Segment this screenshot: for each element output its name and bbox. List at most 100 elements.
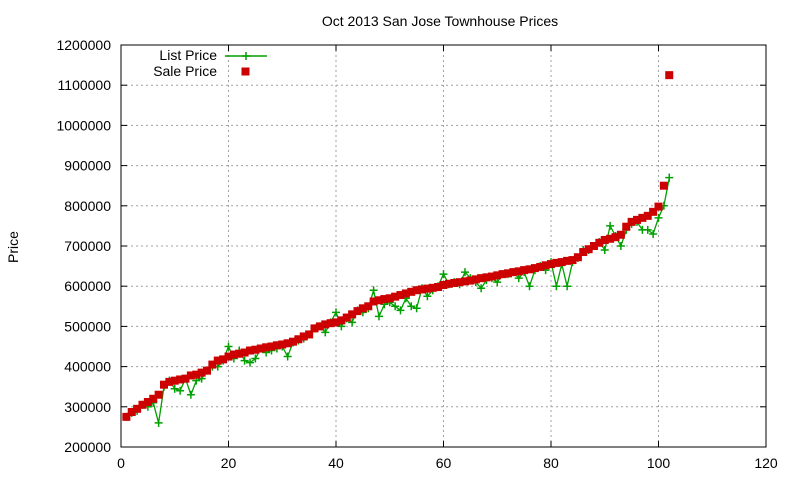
x-tick-label: 60 [436, 455, 452, 471]
sale-price-point [165, 377, 174, 386]
sale-price-point [649, 207, 658, 216]
sale-price-point [272, 341, 281, 350]
sale-price-point [568, 256, 577, 265]
sale-price-point [428, 283, 437, 292]
plot-frame [120, 44, 767, 448]
list-price-point [563, 282, 572, 291]
sale-price-point [364, 302, 373, 311]
legend: List Price Sale Price [153, 47, 267, 79]
list-price-point [552, 282, 561, 291]
list-price-point [477, 284, 486, 293]
sale-price-point [283, 339, 292, 348]
list-price-point [493, 278, 502, 287]
x-tick-label: 80 [543, 455, 559, 471]
legend-label-list-price: List Price [159, 47, 217, 63]
sale-price-point [348, 310, 357, 319]
sale-price-point [477, 274, 486, 283]
sale-price-point [149, 394, 158, 403]
list-price-point [412, 304, 421, 313]
sale-price-point [606, 234, 615, 243]
list-price-point [369, 286, 378, 295]
sale-price-point [552, 258, 561, 267]
sale-price-point [133, 404, 142, 413]
list-price-point [170, 384, 179, 393]
sale-price-point [573, 253, 582, 262]
list-price-point [375, 312, 383, 321]
y-tick-label: 800000 [64, 198, 111, 214]
sale-price-point [170, 376, 179, 385]
sale-price-point [633, 215, 641, 224]
sale-price-point [375, 296, 383, 305]
sale-price-point [315, 322, 324, 331]
sale-price-point [235, 349, 244, 358]
sale-price-point [418, 285, 426, 294]
sale-price-point [305, 330, 314, 339]
sale-price-point [504, 269, 512, 278]
sale-price-point [294, 335, 303, 344]
sale-price-point [160, 380, 168, 389]
sale-price-point [471, 275, 480, 284]
y-tick-label: 500000 [64, 318, 111, 334]
series-sale-price [122, 71, 674, 421]
sale-price-point [423, 284, 432, 293]
sale-price-point [342, 313, 351, 322]
sale-price-point [208, 360, 217, 369]
sale-price-point [353, 307, 362, 316]
sale-price-point [563, 256, 572, 265]
sale-price-point [482, 273, 491, 282]
sale-price-point [176, 375, 185, 384]
y-tick-label: 200000 [64, 439, 111, 455]
list-price-point [439, 270, 448, 279]
sale-price-point [530, 264, 539, 273]
sale-price-point [541, 261, 550, 270]
sale-price-point [369, 297, 378, 306]
y-tick-label: 1200000 [56, 37, 111, 53]
list-price-point [321, 328, 330, 337]
sale-price-point [622, 222, 631, 231]
legend-label-sale-price: Sale Price [153, 63, 217, 79]
sale-price-point [401, 289, 410, 298]
sale-price-point [310, 324, 319, 333]
sale-price-point [557, 258, 566, 267]
list-price-point [176, 386, 185, 395]
sale-price-point [498, 270, 507, 279]
sale-price-point [181, 374, 190, 383]
y-tick-label: 900000 [64, 158, 111, 174]
list-price-point [391, 302, 400, 311]
x-tick-label: 120 [754, 455, 778, 471]
sale-price-point [122, 412, 131, 421]
list-price-point [423, 292, 432, 301]
sale-price-point [520, 266, 529, 275]
list-price-point [600, 246, 609, 255]
y-tick-label: 1100000 [58, 77, 112, 93]
sale-price-point [627, 217, 636, 226]
legend-marker-list-price [242, 52, 250, 60]
sale-price-point [391, 292, 400, 301]
y-tick-label: 700000 [64, 238, 111, 254]
sale-price-point [299, 332, 308, 341]
x-tick-label: 20 [221, 455, 237, 471]
list-price-point [649, 229, 658, 238]
x-tick-label: 40 [328, 455, 344, 471]
sale-price-point [240, 348, 249, 357]
sale-price-point [219, 355, 228, 364]
legend-marker-sale-price [241, 67, 250, 76]
sale-price-point [229, 350, 238, 359]
list-price-point [616, 242, 625, 250]
sale-price-point [643, 211, 652, 220]
y-tick-label: 300000 [64, 399, 111, 415]
list-price-point [396, 306, 405, 315]
list-price-point [606, 221, 615, 230]
list-price-point [283, 352, 292, 361]
sale-price-point [186, 371, 195, 380]
sale-price-point [143, 397, 152, 406]
list-price-point [525, 282, 534, 291]
sale-price-point [450, 278, 459, 287]
sale-price-point [407, 287, 416, 296]
sale-price-point [332, 318, 340, 327]
sale-price-point [525, 265, 534, 274]
chart-title: Oct 2013 San Jose Townhouse Prices [322, 13, 558, 29]
sale-price-point [595, 238, 604, 247]
sale-price-point [138, 400, 147, 409]
